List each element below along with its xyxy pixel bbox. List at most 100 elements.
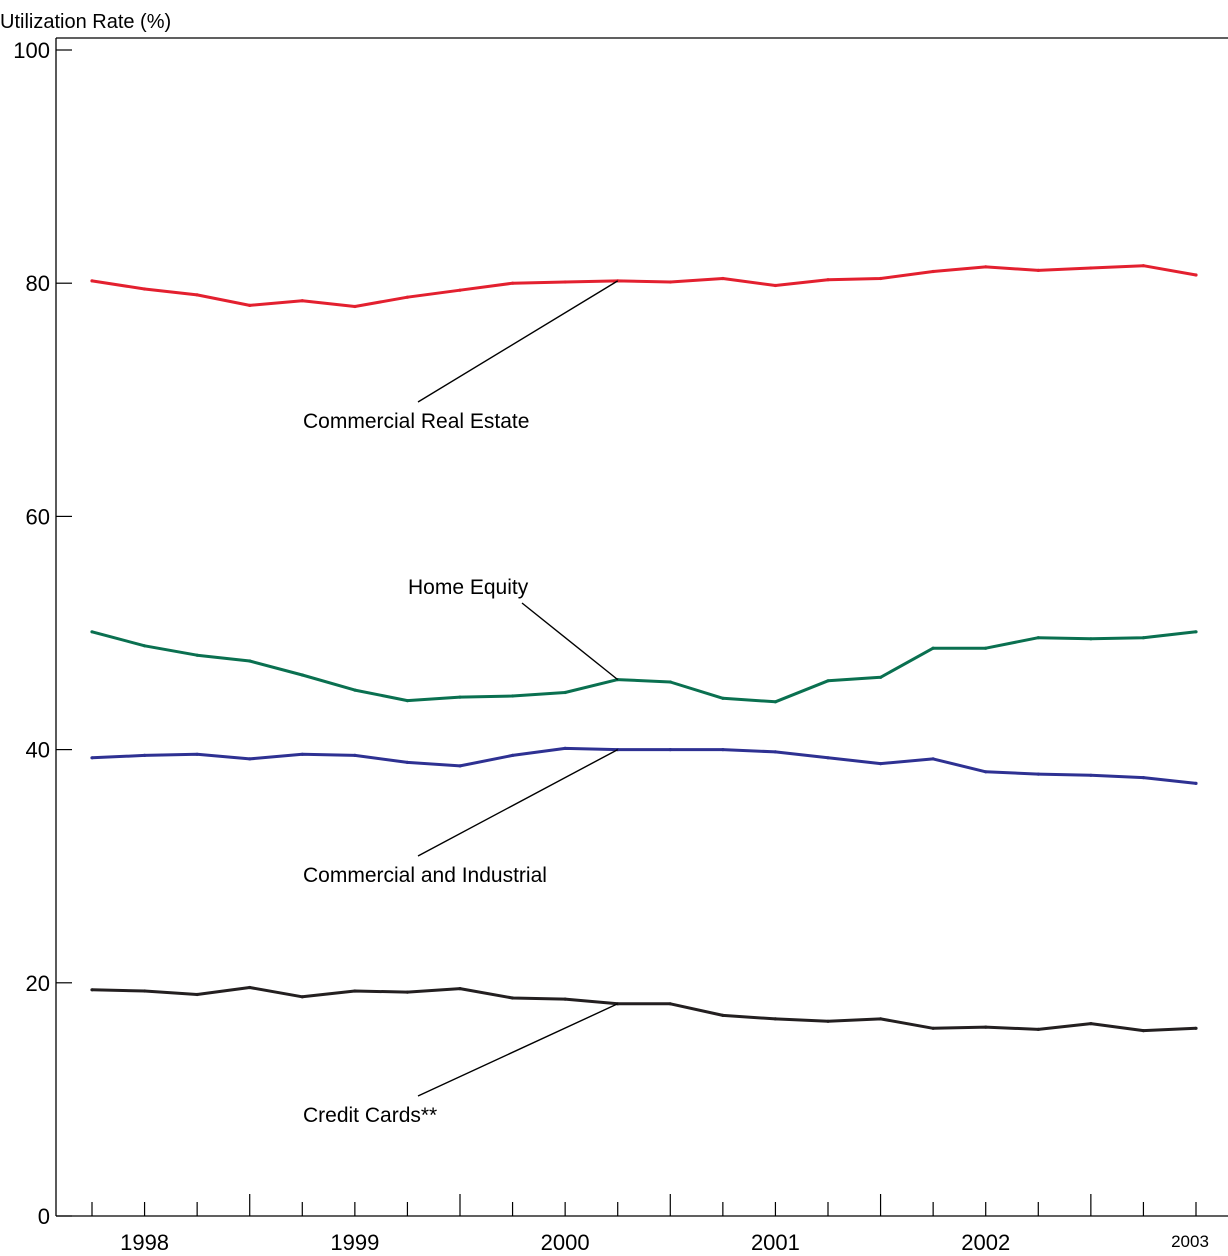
data-point xyxy=(1141,636,1145,640)
data-point xyxy=(1036,636,1040,640)
x-tick-label: 2001 xyxy=(751,1230,800,1255)
data-point xyxy=(248,303,252,307)
data-point xyxy=(353,304,357,309)
data-point xyxy=(300,673,304,677)
series-label: Commercial Real Estate xyxy=(303,410,529,433)
data-point xyxy=(300,995,304,999)
x-tick-label: 2000 xyxy=(541,1230,590,1255)
data-point xyxy=(405,295,409,299)
data-point xyxy=(1194,781,1198,786)
data-point xyxy=(879,675,883,679)
data-point xyxy=(721,696,725,700)
series-line-0 xyxy=(91,264,1197,308)
data-point xyxy=(773,1017,778,1021)
data-point xyxy=(195,653,199,657)
data-point xyxy=(984,646,988,650)
y-tick-label: 100 xyxy=(13,38,50,63)
data-point xyxy=(1089,266,1093,270)
series-line-2 xyxy=(91,746,1197,785)
data-point xyxy=(510,694,515,698)
data-point xyxy=(668,280,672,284)
data-point xyxy=(826,679,830,683)
data-point xyxy=(879,1017,883,1021)
series-labels: Commercial Real Estate Home Equity Commerc… xyxy=(303,280,619,1127)
series-line-3 xyxy=(91,986,1197,1033)
data-point xyxy=(826,1019,830,1023)
data-point xyxy=(563,997,567,1001)
data-point xyxy=(143,989,147,993)
data-point xyxy=(1036,1027,1040,1031)
y-tick-label: 60 xyxy=(26,504,50,529)
data-point xyxy=(1036,268,1040,272)
data-point xyxy=(248,985,252,990)
data-point xyxy=(721,276,725,281)
data-point xyxy=(300,299,304,303)
leader-line xyxy=(521,602,619,681)
data-point xyxy=(1194,1026,1198,1030)
data-point xyxy=(563,280,567,284)
data-point xyxy=(300,752,304,756)
data-point xyxy=(563,746,567,751)
y-axis-title: Utilization Rate (%) xyxy=(0,11,171,33)
data-point xyxy=(510,281,515,285)
data-point xyxy=(931,757,935,761)
data-point xyxy=(458,288,462,292)
data-point xyxy=(721,748,725,752)
data-point xyxy=(826,756,830,760)
x-tick-label: 1998 xyxy=(120,1230,169,1255)
data-point xyxy=(90,630,94,634)
data-point xyxy=(773,750,778,754)
data-point xyxy=(1141,776,1145,780)
data-point xyxy=(143,287,147,291)
data-point xyxy=(195,752,199,756)
data-point xyxy=(879,276,883,281)
data-point xyxy=(195,293,199,297)
series-line-1 xyxy=(91,630,1197,704)
data-point xyxy=(773,283,778,288)
data-point xyxy=(90,279,94,283)
data-point xyxy=(931,646,935,650)
leader-line xyxy=(417,280,619,403)
data-point xyxy=(248,757,252,761)
data-point xyxy=(510,996,515,1000)
series-label: Commercial and Industrial xyxy=(303,864,547,887)
y-tick-label: 80 xyxy=(26,271,50,296)
data-point xyxy=(510,753,515,758)
data-point xyxy=(90,756,94,760)
axes: 0 20 40 60 80 100 1998 1999 2000 2001 2002 2003 xyxy=(13,37,1228,1255)
data-point xyxy=(458,987,462,991)
data-point xyxy=(143,753,147,758)
data-point xyxy=(1089,773,1093,777)
data-point xyxy=(1141,1029,1145,1033)
data-point xyxy=(668,748,672,752)
data-point xyxy=(353,753,357,758)
leader-line xyxy=(417,1003,619,1097)
data-point xyxy=(773,700,778,704)
series-label: Credit Cards** xyxy=(303,1104,437,1127)
data-point xyxy=(984,265,988,269)
data-point xyxy=(1089,1022,1093,1026)
data-point xyxy=(931,269,935,274)
data-point xyxy=(1141,264,1145,268)
series-layer xyxy=(90,264,1198,1033)
data-point xyxy=(563,690,567,695)
data-point xyxy=(353,688,357,692)
data-point xyxy=(879,762,883,766)
data-point xyxy=(1194,630,1198,634)
data-point xyxy=(931,1026,935,1030)
data-point xyxy=(1089,637,1093,641)
data-point xyxy=(826,278,830,282)
data-point xyxy=(984,1025,988,1029)
y-tick-label: 40 xyxy=(26,738,50,763)
data-point xyxy=(353,989,357,993)
data-point xyxy=(405,699,409,703)
data-point xyxy=(668,1002,672,1006)
series-label: Home Equity xyxy=(408,576,529,599)
x-tick-label: 1999 xyxy=(330,1230,379,1255)
data-point xyxy=(1194,273,1198,277)
data-point xyxy=(458,764,462,768)
data-point xyxy=(405,990,409,994)
data-point xyxy=(143,644,147,648)
data-point xyxy=(721,1013,725,1018)
